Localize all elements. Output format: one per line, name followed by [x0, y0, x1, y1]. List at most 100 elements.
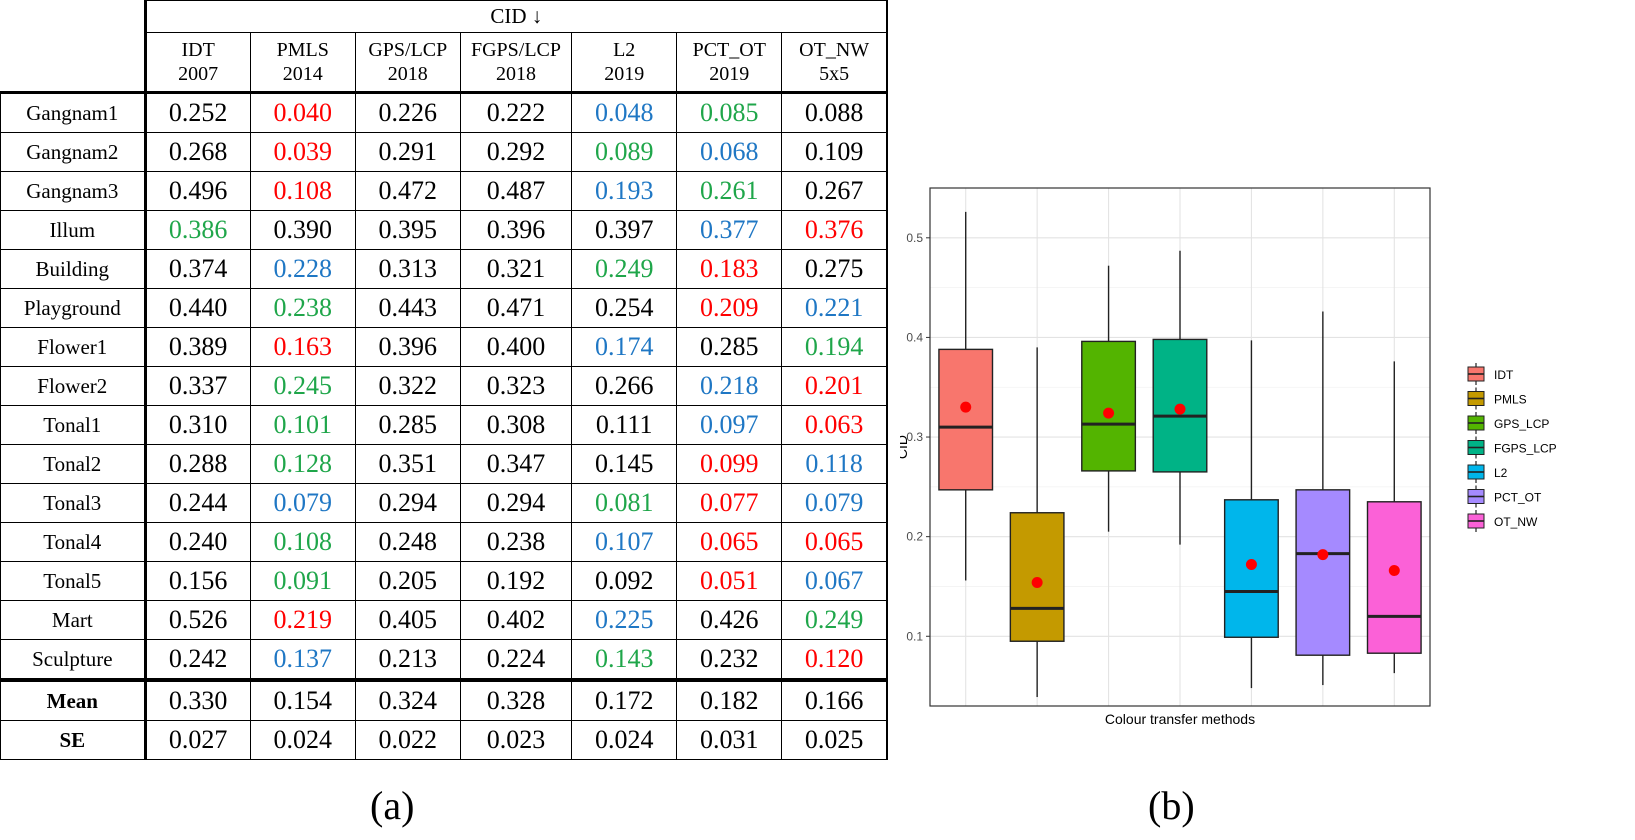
table-cell: 0.443 — [354, 288, 461, 328]
table-cell: 0.472 — [354, 171, 461, 211]
legend-label: PMLS — [1494, 393, 1527, 407]
method-name: PCT_OT — [692, 39, 766, 61]
table-cell: 0.040 — [249, 91, 356, 133]
table-cell: 0.226 — [354, 91, 461, 133]
box — [938, 348, 994, 491]
row-label: Building — [0, 249, 147, 289]
mean-point — [1174, 403, 1186, 415]
table-cell: 0.337 — [144, 366, 251, 406]
panel-label-b: (b) — [1148, 783, 1195, 828]
table-cell: 0.065 — [676, 522, 783, 562]
row-label: Tonal2 — [0, 444, 147, 484]
table-cell: 0.120 — [781, 639, 889, 681]
table-row: Gangnam1 0.252 0.040 0.226 0.222 0.048 0.085 0.… — [0, 91, 889, 133]
table-cell: 0.244 — [144, 483, 251, 523]
table-cell: 0.193 — [571, 171, 678, 211]
table-cell: 0.192 — [459, 561, 573, 601]
table-cell: 0.254 — [571, 288, 678, 328]
row-label: Sculpture — [0, 639, 147, 681]
table-cell: 0.240 — [144, 522, 251, 562]
y-tick-label: 0.5 — [906, 231, 923, 245]
table-cell: 0.108 — [249, 522, 356, 562]
table-cell: 0.386 — [144, 210, 251, 250]
table-cell: 0.024 — [571, 720, 678, 760]
table-cell: 0.182 — [676, 678, 783, 721]
table-cell: 0.268 — [144, 132, 251, 172]
table-cell: 0.390 — [249, 210, 356, 250]
table-cell: 0.389 — [144, 327, 251, 367]
table-cell: 0.292 — [459, 132, 573, 172]
table-cell: 0.079 — [781, 483, 889, 523]
table-cell: 0.224 — [459, 639, 573, 681]
table-row: Sculpture 0.242 0.137 0.213 0.224 0.143 0.232 0… — [0, 639, 889, 681]
table-cell: 0.092 — [571, 561, 678, 601]
table-cell: 0.397 — [571, 210, 678, 250]
row-label: Illum — [0, 210, 147, 250]
table-cell: 0.222 — [459, 91, 573, 133]
table-row: Building 0.374 0.228 0.313 0.321 0.249 0.183 0.… — [0, 249, 889, 289]
row-label: Tonal5 — [0, 561, 147, 601]
table-cell: 0.405 — [354, 600, 461, 640]
table-cell: 0.048 — [571, 91, 678, 133]
mean-point — [960, 401, 972, 413]
method-name: OT_NW — [799, 39, 870, 61]
method-header: IDT 2007 — [144, 32, 251, 93]
table-cell: 0.308 — [459, 405, 573, 445]
mean-point — [1388, 565, 1400, 577]
table-cell: 0.275 — [781, 249, 889, 289]
results-table-panel: CID ↓ IDT 2007 PMLS 2014 GPS/LCP 2018 FGPS/LCP… — [0, 0, 889, 828]
corner-cell — [0, 0, 147, 33]
legend-label: L2 — [1494, 466, 1508, 480]
table-cell: 0.426 — [676, 600, 783, 640]
table-cell: 0.218 — [676, 366, 783, 406]
table-cell: 0.440 — [144, 288, 251, 328]
table-cell: 0.400 — [459, 327, 573, 367]
table-cell: 0.205 — [354, 561, 461, 601]
table-row: Mean 0.330 0.154 0.324 0.328 0.172 0.182 0.166 — [0, 678, 889, 721]
table-cell: 0.487 — [459, 171, 573, 211]
table-cell: 0.288 — [144, 444, 251, 484]
table-cell: 0.097 — [676, 405, 783, 445]
method-header: PMLS 2014 — [249, 32, 356, 93]
table-cell: 0.238 — [459, 522, 573, 562]
table-cell: 0.137 — [249, 639, 356, 681]
row-label: Tonal1 — [0, 405, 147, 445]
row-label: Playground — [0, 288, 147, 328]
table-cell: 0.294 — [354, 483, 461, 523]
corner-cell — [0, 32, 147, 93]
boxplot-chart: 0.1 0.2 0.3 0.4 0.5 Colour transfer methods CI… — [894, 187, 1557, 727]
table-cell: 0.221 — [781, 288, 889, 328]
table-cell: 0.085 — [676, 91, 783, 133]
table-cell: 0.143 — [571, 639, 678, 681]
table-cell: 0.294 — [459, 483, 573, 523]
method-year: 2014 — [282, 63, 323, 85]
table-cell: 0.079 — [249, 483, 356, 523]
table-row: Flower1 0.389 0.163 0.396 0.400 0.174 0.285 0.1… — [0, 327, 889, 367]
table-cell: 0.077 — [676, 483, 783, 523]
table-cell: 0.396 — [354, 327, 461, 367]
row-label: Mart — [0, 600, 147, 640]
legend-label: IDT — [1494, 368, 1514, 382]
table-cell: 0.249 — [571, 249, 678, 289]
row-label: Flower2 — [0, 366, 147, 406]
table-cell: 0.374 — [144, 249, 251, 289]
method-year: 2019 — [604, 63, 645, 85]
table-cell: 0.310 — [144, 405, 251, 445]
mean-point — [1031, 576, 1043, 588]
table-cell: 0.039 — [249, 132, 356, 172]
table-cell: 0.081 — [571, 483, 678, 523]
table-cell: 0.291 — [354, 132, 461, 172]
table-cell: 0.496 — [144, 171, 251, 211]
table-cell: 0.031 — [676, 720, 783, 760]
table-cell: 0.261 — [676, 171, 783, 211]
method-header: FGPS/LCP 2018 — [459, 32, 573, 93]
table-cell: 0.330 — [144, 678, 251, 721]
method-year: 2018 — [387, 63, 428, 85]
box — [1295, 489, 1351, 656]
table-row: Flower2 0.337 0.245 0.322 0.323 0.266 0.218 0.2… — [0, 366, 889, 406]
table-row: Playground 0.440 0.238 0.443 0.471 0.254 0.209… — [0, 288, 889, 328]
table-row: Mart 0.526 0.219 0.405 0.402 0.225 0.426 0.249 — [0, 600, 889, 640]
table-row: Tonal4 0.240 0.108 0.248 0.238 0.107 0.065 0.06… — [0, 522, 889, 562]
table-row: Gangnam2 0.268 0.039 0.291 0.292 0.089 0.068 0.… — [0, 132, 889, 172]
table-cell: 0.322 — [354, 366, 461, 406]
